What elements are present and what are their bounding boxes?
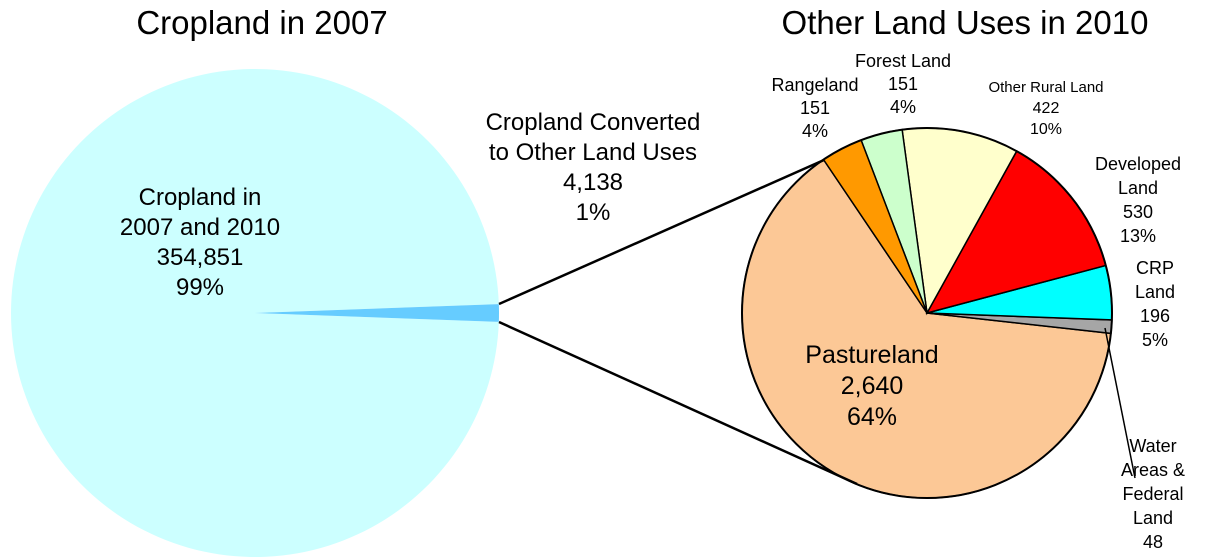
category-label: Rangeland [771, 75, 859, 95]
connector-line [498, 158, 825, 306]
value-label: 4,138 [562, 169, 624, 196]
value-label: 151 [799, 98, 831, 118]
category-label: Pastureland [805, 341, 939, 369]
category-label: Cropland Converted to Other Land Uses [485, 109, 701, 166]
value-label: 48 [1142, 532, 1164, 552]
slice-label: Rangeland 151 4% [771, 74, 858, 143]
slice-label: Developed Land 530 13% [1092, 152, 1185, 248]
category-label: CRP Land [1134, 258, 1176, 302]
slice-label: Cropland Converted to Other Land Uses 4,1… [486, 108, 701, 228]
percent-label: 10% [1029, 121, 1063, 138]
value-label: 2,640 [840, 372, 904, 400]
slice-label: Water Areas & Federal Land 48 0% [1114, 434, 1192, 558]
percent-label: 4% [889, 97, 916, 117]
slice-label: Other Rural Land 422 10% [988, 77, 1103, 140]
percent-label: 64% [846, 403, 898, 431]
pie-slice [255, 304, 499, 322]
percent-label: 99% [175, 274, 225, 301]
percent-label: 0% [1114, 554, 1192, 558]
percent-label: 1% [575, 199, 611, 226]
slice-label: CRP Land 196 5% [1117, 256, 1193, 352]
chart-title: Cropland in 2007 [136, 4, 388, 41]
value-label: 530 [1122, 202, 1154, 222]
value-label: 422 [1032, 100, 1060, 117]
slice-label: Forest Land 151 4% [855, 50, 951, 119]
category-label: Forest Land [854, 51, 952, 71]
percent-label: 13% [1119, 226, 1157, 246]
leader-line [1104, 327, 1136, 479]
category-label: Water Areas & Federal Land [1120, 436, 1186, 528]
chart-title: Other Land Uses in 2010 [781, 4, 1149, 41]
pie-outline [741, 127, 1113, 499]
category-label: Other Rural Land [988, 79, 1104, 96]
value-label: 151 [887, 74, 919, 94]
slice-label: Pastureland 2,640 64% [805, 340, 938, 433]
percent-label: 5% [1141, 330, 1168, 350]
slice-label: Cropland in 2007 and 2010 354,851 99% [120, 183, 280, 303]
pie-slice [10, 68, 499, 558]
value-label: 196 [1139, 306, 1171, 326]
connector-line [498, 320, 858, 486]
value-label: 354,851 [156, 244, 244, 271]
category-label: Developed Land [1094, 154, 1182, 198]
percent-label: 4% [801, 121, 829, 141]
category-label: Cropland in 2007 and 2010 [119, 184, 281, 241]
